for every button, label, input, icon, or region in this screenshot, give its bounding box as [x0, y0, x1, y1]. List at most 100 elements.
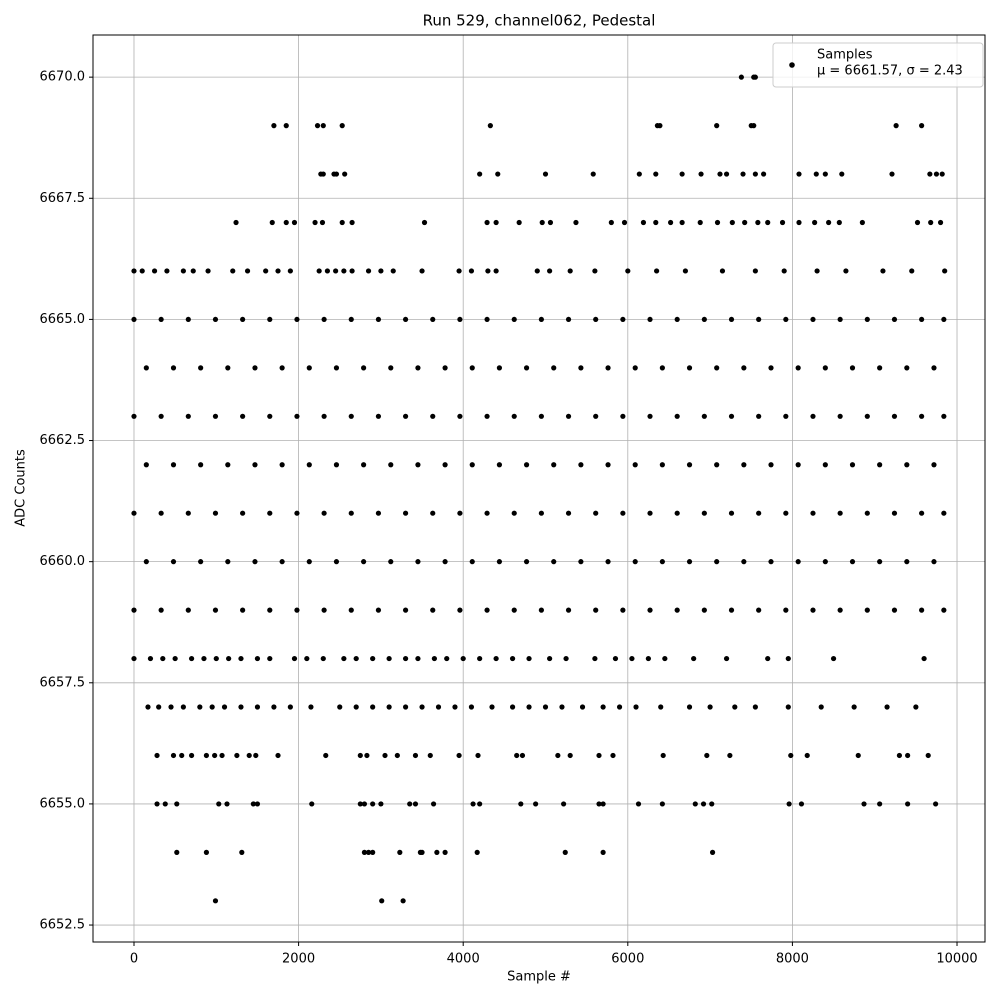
legend: Samples μ = 6661.57, σ = 2.43 — [772, 42, 984, 88]
points — [131, 74, 948, 904]
y-tick-label: 6667.5 — [40, 191, 86, 206]
data-point — [468, 268, 475, 274]
data-point — [402, 607, 409, 613]
data-point — [659, 801, 665, 807]
data-point — [921, 655, 927, 662]
data-point — [533, 801, 539, 807]
data-point — [131, 655, 137, 662]
data-point — [810, 510, 816, 516]
data-point — [469, 365, 475, 371]
data-point — [717, 171, 723, 177]
data-point — [889, 171, 895, 177]
data-point — [415, 655, 421, 662]
data-point — [880, 268, 886, 274]
data-point — [240, 413, 246, 419]
data-point — [913, 704, 919, 710]
data-point — [339, 123, 345, 129]
data-point — [306, 462, 312, 468]
data-point — [224, 801, 230, 807]
data-point — [636, 171, 642, 177]
data-point — [941, 607, 947, 613]
data-point — [291, 219, 298, 226]
data-point — [158, 607, 164, 613]
data-point — [342, 171, 348, 177]
data-point — [365, 268, 372, 274]
data-point — [547, 268, 553, 274]
data-point — [341, 655, 347, 662]
data-point — [324, 268, 330, 274]
data-point — [364, 752, 370, 759]
data-point — [493, 655, 499, 662]
data-point — [475, 752, 481, 759]
data-point — [519, 752, 526, 759]
data-point — [484, 219, 490, 226]
data-point — [919, 123, 925, 129]
data-point — [402, 316, 409, 323]
data-point — [361, 801, 368, 807]
data-point — [279, 462, 285, 468]
data-point — [213, 655, 219, 662]
data-point — [320, 171, 326, 177]
data-point — [170, 752, 177, 759]
data-point — [252, 462, 258, 468]
data-point — [188, 655, 195, 662]
data-point — [686, 462, 693, 468]
data-point — [942, 268, 948, 274]
data-point — [407, 801, 413, 807]
data-point — [756, 607, 762, 613]
data-point — [457, 510, 463, 516]
data-point — [659, 559, 665, 565]
data-point — [402, 413, 409, 419]
data-point — [861, 801, 867, 807]
data-point — [909, 268, 915, 274]
data-point — [460, 655, 466, 662]
data-point — [361, 365, 367, 371]
data-point — [714, 123, 720, 129]
data-point — [254, 801, 261, 807]
data-point — [620, 607, 626, 613]
data-point — [269, 219, 275, 226]
data-point — [707, 704, 713, 710]
data-point — [308, 704, 314, 710]
data-point — [402, 655, 409, 662]
data-point — [421, 219, 428, 226]
data-point — [267, 413, 273, 419]
y-tick-label: 6670.0 — [40, 70, 86, 85]
data-point — [271, 123, 277, 129]
data-point — [812, 219, 818, 226]
data-point — [785, 704, 791, 710]
legend-box — [772, 42, 984, 88]
y-axis-label: ADC Counts — [14, 449, 29, 527]
x-tick-label: 8000 — [776, 952, 809, 967]
data-point — [283, 219, 289, 226]
data-point — [212, 752, 218, 759]
data-point — [610, 752, 616, 759]
data-point — [830, 655, 837, 662]
data-point — [216, 801, 222, 807]
data-point — [600, 801, 606, 807]
data-point — [849, 365, 856, 371]
x-tick-label: 2000 — [282, 952, 315, 967]
data-point — [551, 559, 557, 565]
data-point — [822, 171, 828, 177]
data-point — [321, 510, 327, 516]
data-point — [884, 704, 890, 710]
data-point — [562, 849, 568, 855]
data-point — [185, 413, 191, 419]
data-point — [849, 559, 856, 565]
data-point — [937, 219, 944, 226]
data-point — [561, 801, 567, 807]
data-point — [925, 752, 931, 759]
data-point — [412, 801, 419, 807]
data-point — [891, 316, 898, 323]
data-point — [370, 655, 376, 662]
data-point — [679, 219, 685, 226]
data-point — [509, 655, 516, 662]
data-point — [723, 655, 730, 662]
data-point — [131, 413, 137, 419]
data-point — [843, 268, 849, 274]
data-point — [201, 655, 207, 662]
data-point — [341, 268, 347, 274]
data-point — [756, 413, 762, 419]
data-point — [761, 171, 767, 177]
